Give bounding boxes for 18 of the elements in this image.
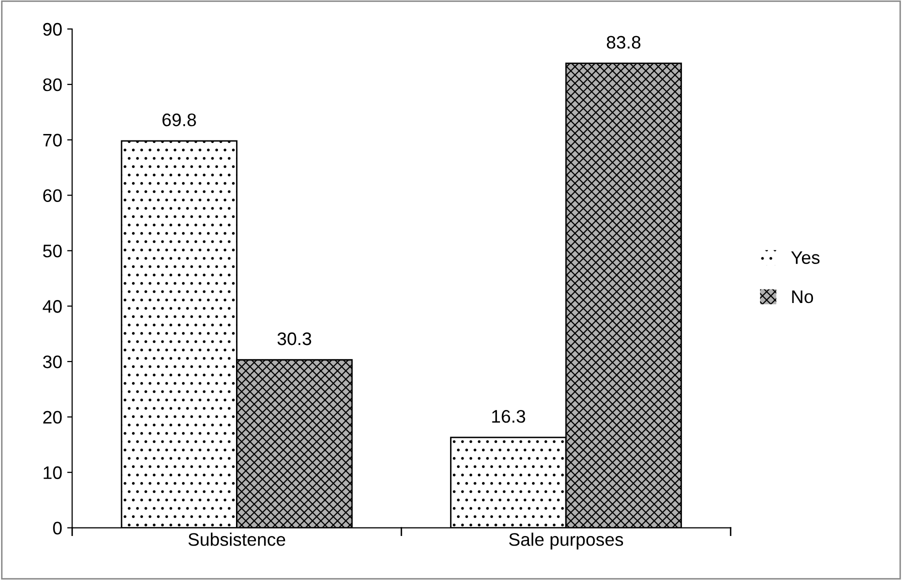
data-label: 83.8 — [606, 36, 640, 49]
y-tick-label: 30 — [43, 355, 62, 368]
legend-label: Yes — [791, 251, 820, 264]
data-label: 16.3 — [492, 410, 526, 423]
data-label: 69.8 — [162, 113, 196, 126]
y-tick-label: 0 — [53, 522, 62, 535]
y-tick-label: 50 — [43, 244, 62, 258]
y-tick-label: 40 — [42, 300, 62, 313]
x-tick-label: Subsistence — [188, 532, 286, 546]
data-label: 30.3 — [278, 332, 312, 346]
y-tick-label: 80 — [43, 78, 62, 92]
y-tick-label: 90 — [43, 22, 62, 36]
x-tick-label: Sale purposes — [509, 532, 624, 550]
legend-label: No — [792, 290, 814, 304]
y-tick-label: 20 — [43, 410, 62, 424]
y-tick-label: 10 — [44, 466, 62, 480]
y-tick-label: 70 — [43, 134, 62, 147]
y-tick-label: 60 — [43, 189, 62, 202]
